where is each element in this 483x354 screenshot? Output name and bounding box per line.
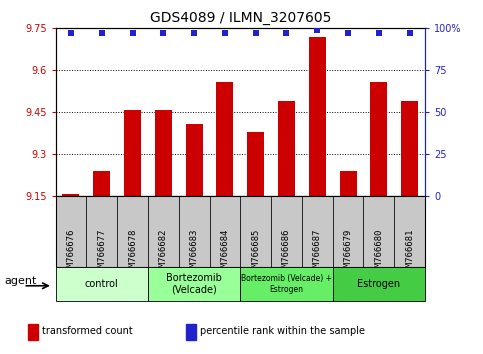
Point — [98, 30, 106, 36]
Bar — [179, 196, 210, 267]
Point — [344, 30, 352, 36]
Text: control: control — [85, 279, 119, 289]
Point — [190, 30, 198, 36]
Bar — [86, 196, 117, 267]
Text: GSM766685: GSM766685 — [251, 228, 260, 277]
Bar — [62, 194, 79, 196]
Text: GSM766686: GSM766686 — [282, 228, 291, 277]
Text: Bortezomib (Velcade) +
Estrogen: Bortezomib (Velcade) + Estrogen — [241, 274, 332, 294]
Bar — [148, 267, 241, 301]
Bar — [271, 196, 302, 267]
Bar — [241, 267, 333, 301]
Bar — [56, 267, 148, 301]
Bar — [186, 324, 196, 340]
Bar — [302, 196, 333, 267]
Bar — [185, 124, 202, 196]
Point — [252, 30, 259, 36]
Text: Estrogen: Estrogen — [357, 279, 400, 289]
Bar — [240, 196, 271, 267]
Bar — [56, 196, 86, 267]
Bar — [216, 81, 233, 196]
Text: transformed count: transformed count — [42, 326, 133, 336]
Point — [406, 30, 413, 36]
Text: GSM766681: GSM766681 — [405, 228, 414, 277]
Bar — [370, 81, 387, 196]
Text: GSM766684: GSM766684 — [220, 228, 229, 277]
Point — [313, 27, 321, 33]
Point — [283, 30, 290, 36]
Text: agent: agent — [4, 276, 37, 286]
Bar — [148, 196, 179, 267]
Text: GSM766678: GSM766678 — [128, 228, 137, 277]
Bar — [333, 267, 425, 301]
Point — [375, 30, 383, 36]
Bar — [333, 196, 364, 267]
Bar — [124, 110, 141, 196]
Point — [67, 30, 75, 36]
Bar — [247, 132, 264, 196]
Point — [221, 30, 229, 36]
Bar — [309, 37, 326, 196]
Bar — [28, 324, 39, 340]
Bar — [210, 196, 240, 267]
Bar — [401, 101, 418, 196]
Point — [159, 30, 167, 36]
Text: GSM766676: GSM766676 — [67, 228, 75, 277]
Title: GDS4089 / ILMN_3207605: GDS4089 / ILMN_3207605 — [150, 11, 331, 24]
Text: GSM766683: GSM766683 — [190, 228, 199, 277]
Text: Bortezomib
(Velcade): Bortezomib (Velcade) — [166, 273, 222, 295]
Bar — [364, 196, 394, 267]
Text: GSM766687: GSM766687 — [313, 228, 322, 277]
Bar — [340, 171, 356, 196]
Point — [128, 30, 136, 36]
Bar — [394, 196, 425, 267]
Text: GSM766682: GSM766682 — [159, 228, 168, 277]
Bar — [278, 101, 295, 196]
Text: percentile rank within the sample: percentile rank within the sample — [200, 326, 365, 336]
Bar — [155, 110, 172, 196]
Text: GSM766677: GSM766677 — [97, 228, 106, 277]
Bar — [117, 196, 148, 267]
Text: GSM766680: GSM766680 — [374, 228, 384, 277]
Text: GSM766679: GSM766679 — [343, 228, 353, 277]
Bar — [93, 171, 110, 196]
